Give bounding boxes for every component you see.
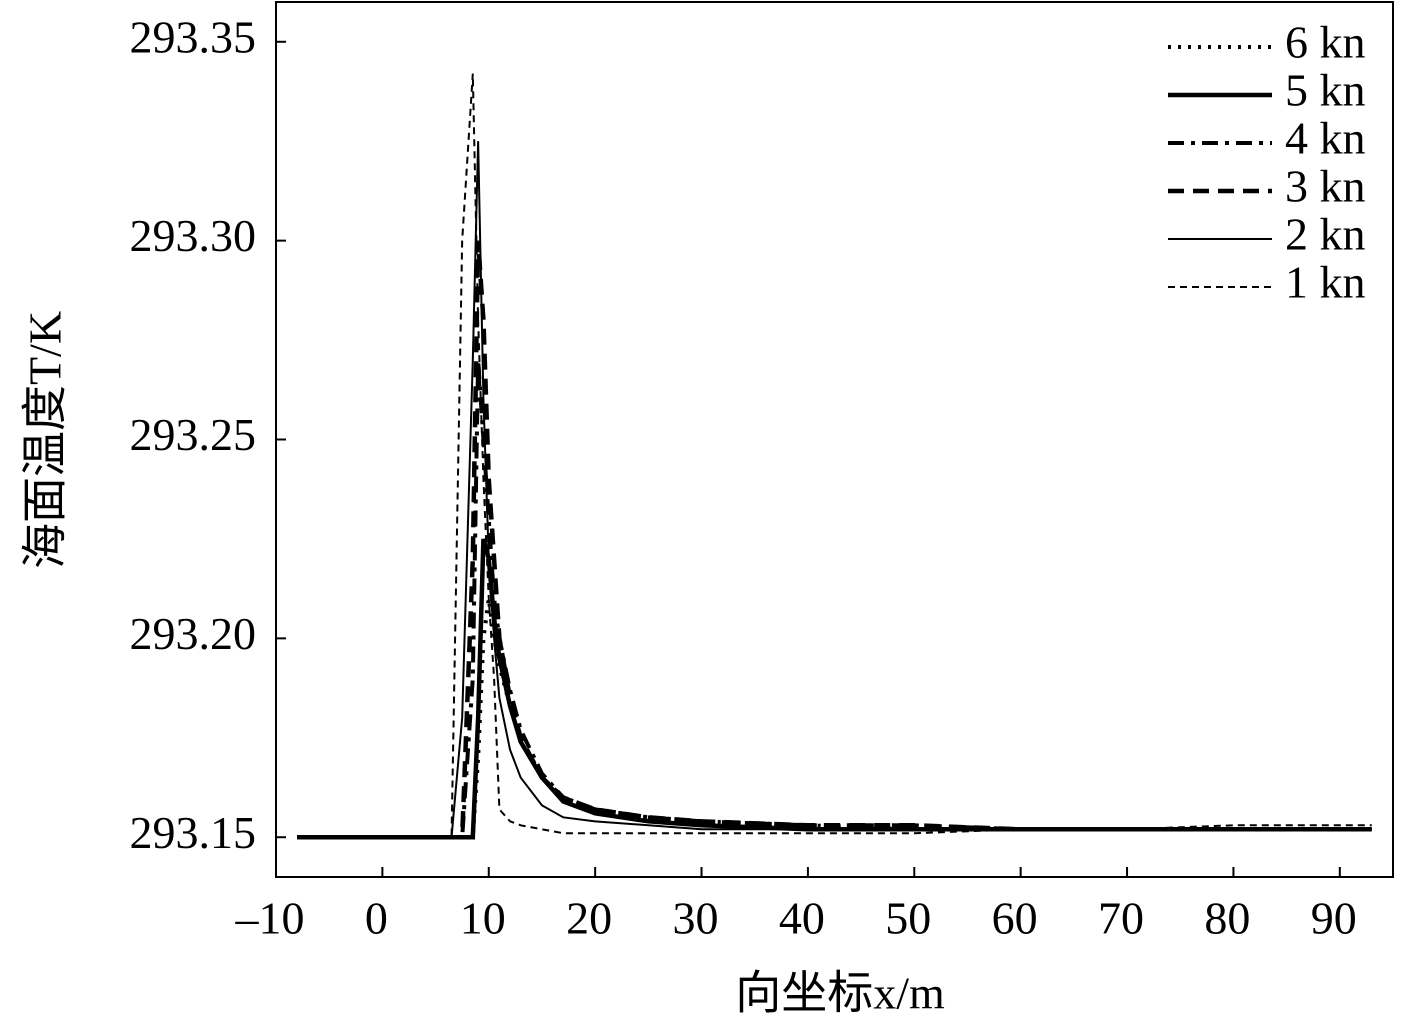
legend-label: 3 kn bbox=[1285, 161, 1366, 212]
x-tick-label: 0 bbox=[365, 893, 388, 944]
legend-label: 2 kn bbox=[1285, 209, 1366, 260]
x-tick-label: 50 bbox=[885, 893, 931, 944]
x-axis-label: 向坐标x/m bbox=[735, 968, 945, 1019]
series-line bbox=[297, 141, 1372, 839]
series-line bbox=[297, 538, 1372, 840]
x-tick-label: –10 bbox=[235, 893, 305, 944]
y-tick-label: 293.20 bbox=[130, 608, 257, 659]
y-tick-label: 293.30 bbox=[130, 210, 257, 261]
y-tick-label: 293.35 bbox=[130, 11, 257, 62]
x-tick-label: 20 bbox=[566, 893, 612, 944]
legend-label: 1 kn bbox=[1285, 257, 1366, 308]
x-tick-label: 40 bbox=[779, 893, 825, 944]
legend-label: 4 kn bbox=[1285, 113, 1366, 164]
series-line bbox=[297, 240, 1372, 840]
x-tick-label: 60 bbox=[992, 893, 1038, 944]
y-axis-label: 海面温度T/K bbox=[20, 311, 71, 569]
x-tick-label: 80 bbox=[1204, 893, 1250, 944]
x-tick-label: 70 bbox=[1098, 893, 1144, 944]
y-tick-label: 293.25 bbox=[130, 409, 257, 460]
legend-label: 6 kn bbox=[1285, 17, 1366, 68]
legend-label: 5 kn bbox=[1285, 65, 1366, 116]
y-tick-label: 293.15 bbox=[130, 807, 257, 858]
x-tick-label: 90 bbox=[1311, 893, 1357, 944]
x-tick-label: 10 bbox=[460, 893, 506, 944]
plot-frame bbox=[275, 1, 1394, 878]
series-line bbox=[297, 73, 1372, 839]
x-tick-label: 30 bbox=[673, 893, 719, 944]
series-line bbox=[297, 598, 1372, 840]
